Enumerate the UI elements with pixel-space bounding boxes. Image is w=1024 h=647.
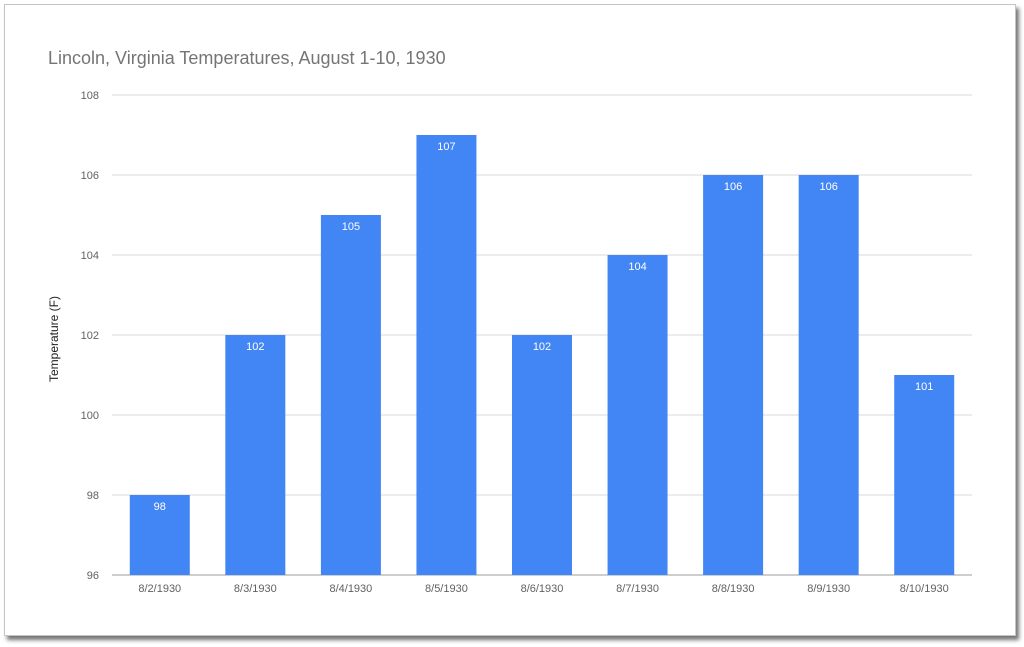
bar[interactable]	[894, 375, 955, 575]
bar[interactable]	[703, 175, 764, 575]
chart-frame: Lincoln, Virginia Temperatures, August 1…	[4, 4, 1016, 636]
bar-value-label: 102	[533, 341, 551, 353]
y-axis-label: Temperature (F)	[47, 296, 61, 382]
y-tick-label: 98	[87, 490, 99, 502]
bar-value-label: 106	[819, 181, 837, 193]
bar[interactable]	[225, 335, 286, 575]
bar[interactable]	[512, 335, 572, 575]
x-tick-label: 8/5/1930	[425, 583, 468, 595]
x-tick-label: 8/7/1930	[616, 583, 659, 595]
x-tick-label: 8/4/1930	[329, 583, 372, 595]
x-tick-label: 8/10/1930	[900, 583, 949, 595]
bar-value-labels: 98 102 105 107 102 104 106 106 101	[154, 141, 934, 513]
bar[interactable]	[607, 255, 668, 575]
bar-value-label: 106	[724, 181, 742, 193]
x-tick-label: 8/3/1930	[234, 583, 277, 595]
bar-value-label: 105	[342, 221, 360, 233]
y-tick-label: 108	[81, 90, 99, 102]
y-tick-label: 106	[81, 170, 99, 182]
bars	[129, 135, 955, 575]
y-tick-label: 96	[87, 570, 99, 582]
bar-chart: 96 98 100 102 104 106 108 98 102 105 107 102 104 106…	[47, 90, 972, 595]
chart-title: Lincoln, Virginia Temperatures, August 1…	[48, 48, 446, 68]
bar[interactable]	[320, 215, 381, 575]
bar[interactable]	[416, 135, 477, 575]
x-tick-label: 8/2/1930	[138, 583, 181, 595]
x-tick-label: 8/8/1930	[712, 583, 755, 595]
bar-value-label: 107	[437, 141, 455, 153]
y-axis-ticks: 96 98 100 102 104 106 108	[81, 90, 99, 582]
x-axis-ticks: 8/2/1930 8/3/1930 8/4/1930 8/5/1930 8/6/1930…	[138, 583, 948, 595]
bar-value-label: 102	[246, 341, 264, 353]
x-tick-label: 8/9/1930	[807, 583, 850, 595]
y-tick-label: 100	[81, 410, 99, 422]
bar[interactable]	[129, 495, 190, 575]
y-tick-label: 102	[81, 330, 99, 342]
bar-value-label: 104	[628, 261, 646, 273]
x-tick-label: 8/6/1930	[521, 583, 564, 595]
bar-value-label: 98	[154, 501, 166, 513]
bar-value-label: 101	[915, 381, 933, 393]
y-tick-label: 104	[81, 250, 99, 262]
bar[interactable]	[798, 175, 859, 575]
